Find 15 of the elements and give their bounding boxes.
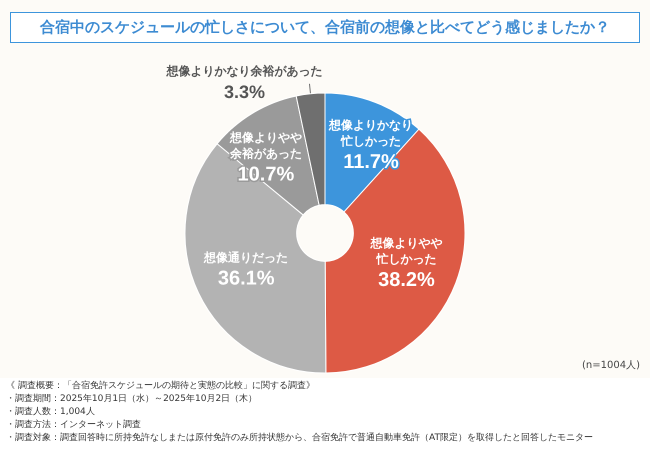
slice-label: 想像よりかなり忙しかった [328, 118, 413, 148]
data-label: 38.2% [378, 269, 436, 292]
data-label: 36.1% [218, 267, 275, 290]
slice-label: 想像よりやや余裕があった [228, 130, 302, 160]
text: 《 調査概要：「合宿免許スケジュールの期待と実態の比較」に関する調査》 [6, 380, 316, 393]
slice-label: 想像よりかなり余裕があった [165, 64, 322, 78]
data-label: 3.3% [224, 82, 265, 102]
text: (n=1004人) [582, 359, 640, 372]
chart-title: 合宿中のスケジュールの忙しさについて、合宿前の想像と比べてどう感じましたか？ [39, 18, 610, 36]
text: ・調査人数：1,004人 [6, 406, 96, 419]
text: ・調査方法：インターネット調査 [6, 419, 142, 432]
text: ・調査期間：2025年10月1日（水）～2025年10月2日（木） [6, 393, 258, 406]
slice-label: 想像よりやや忙しかった [369, 236, 442, 266]
slice-label: 想像通りだった [203, 250, 288, 264]
text: ・調査対象：調査回答時に所持免許なしまたは原付免許のみ所持状態から、合宿免許で普通自動車免許（AT限定）を取得したと回答したモニター [6, 432, 593, 445]
